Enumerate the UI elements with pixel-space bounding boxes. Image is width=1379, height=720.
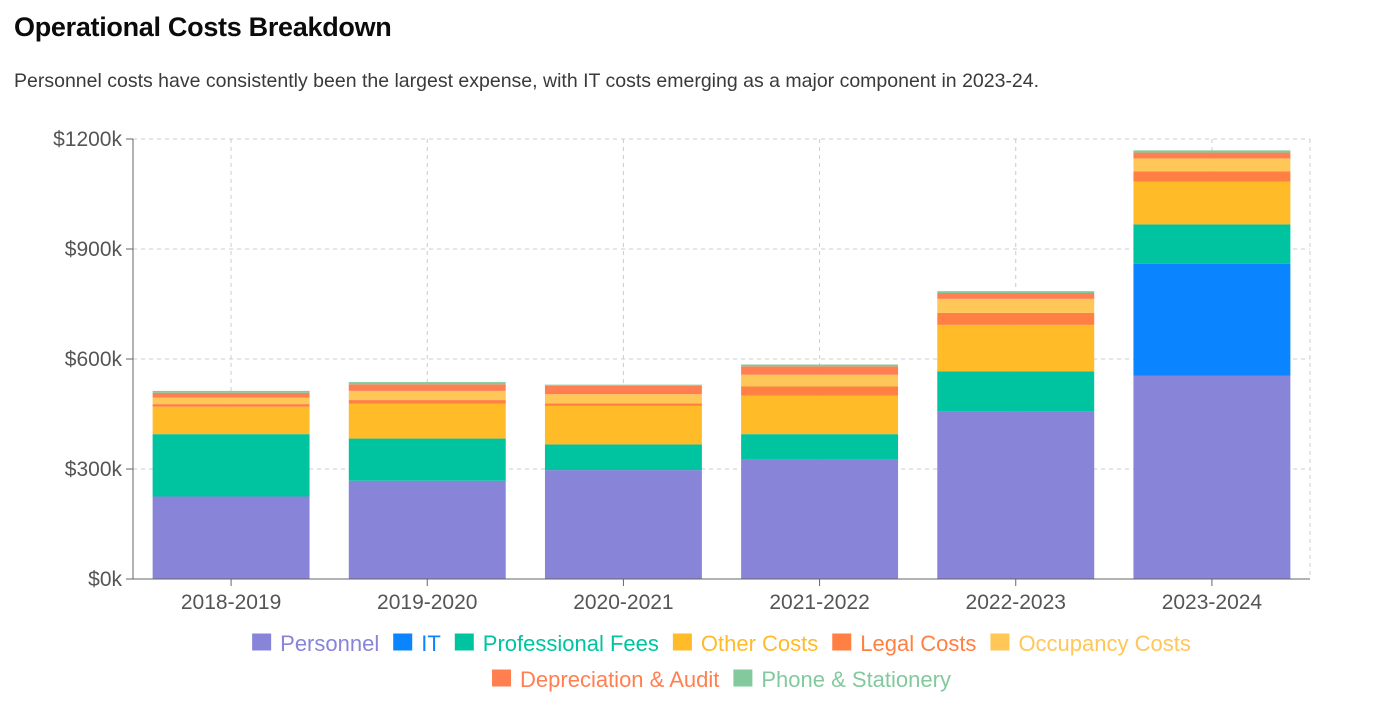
legend-item[interactable]: Personnel: [252, 631, 379, 656]
bar-segment[interactable]: [741, 366, 899, 375]
y-tick-label: $600k: [65, 348, 123, 371]
bar-segment[interactable]: [937, 371, 1095, 412]
bar-segment[interactable]: [1133, 150, 1291, 153]
bar-segment[interactable]: [348, 480, 506, 579]
legend-swatch: [672, 633, 692, 651]
bar-segment[interactable]: [1133, 263, 1291, 376]
legend-label: Personnel: [280, 631, 379, 656]
bar-segment[interactable]: [1133, 375, 1291, 580]
bar-segment[interactable]: [741, 386, 899, 396]
bar-segment[interactable]: [152, 434, 310, 497]
chart-axes: $0k $300k $600k $900k $1200k 2018-2019 2019-20…: [53, 128, 1310, 614]
bar-segment[interactable]: [1133, 158, 1291, 172]
bar-segment[interactable]: [152, 392, 310, 398]
bar-segment[interactable]: [152, 404, 310, 407]
legend-item[interactable]: IT: [393, 631, 441, 656]
bar-segment[interactable]: [741, 434, 899, 460]
bar-segment[interactable]: [348, 400, 506, 404]
bar-segment[interactable]: [937, 411, 1095, 579]
bar-segment[interactable]: [937, 291, 1095, 293]
x-tick-label: 2022-2023: [966, 591, 1066, 614]
x-tick-label: 2023-2024: [1162, 591, 1263, 614]
legend-item[interactable]: Phone & Stationery: [733, 667, 951, 692]
bar-segment[interactable]: [937, 298, 1095, 313]
legend-swatch: [832, 633, 852, 651]
legend-label: Legal Costs: [860, 631, 976, 656]
legend-item[interactable]: Professional Fees: [454, 631, 659, 656]
legend-item[interactable]: Other Costs: [672, 631, 818, 656]
bar-segment[interactable]: [1133, 171, 1291, 182]
legend-swatch: [454, 633, 474, 651]
bar-segment[interactable]: [741, 364, 899, 367]
y-tick-label: $0k: [88, 568, 122, 591]
bar-segment[interactable]: [544, 405, 702, 445]
bar-segment[interactable]: [937, 324, 1095, 372]
legend-item[interactable]: Occupancy Costs: [990, 631, 1191, 656]
legend-swatch: [733, 669, 753, 687]
bar-segment[interactable]: [544, 385, 702, 395]
bar-segment[interactable]: [152, 397, 310, 405]
x-tick-label: 2018-2019: [181, 591, 281, 614]
legend-label: Depreciation & Audit: [520, 667, 719, 692]
legend-swatch: [492, 669, 512, 687]
legend-label: Other Costs: [701, 631, 818, 656]
bar-segment[interactable]: [152, 406, 310, 435]
bar-segment[interactable]: [937, 293, 1095, 299]
chart-legend: Personnel IT Professional Fees Other Costs L…: [252, 631, 1191, 692]
bar-segment[interactable]: [152, 390, 310, 393]
bar-segment[interactable]: [1133, 181, 1291, 225]
bar-segment[interactable]: [937, 312, 1095, 325]
x-tick-label: 2019-2020: [377, 591, 477, 614]
bar-segment[interactable]: [348, 390, 506, 401]
legend-swatch: [252, 633, 272, 651]
bar-segment[interactable]: [348, 384, 506, 391]
legend-item[interactable]: Legal Costs: [832, 631, 976, 656]
bar-segment[interactable]: [544, 444, 702, 471]
bar-segment[interactable]: [741, 459, 899, 579]
legend-swatch: [393, 633, 413, 651]
x-tick-label: 2021-2022: [769, 591, 869, 614]
bar-segment[interactable]: [348, 403, 506, 439]
chart-subtitle: Personnel costs have consistently been t…: [14, 70, 1040, 92]
y-tick-label: $1200k: [53, 128, 122, 151]
bar-segment[interactable]: [544, 394, 702, 404]
bar-segment[interactable]: [1133, 224, 1291, 264]
chart-bars: [152, 150, 1291, 580]
chart-title: Operational Costs Breakdown: [14, 12, 392, 42]
y-tick-label: $300k: [65, 458, 123, 481]
bar-segment[interactable]: [544, 384, 702, 386]
bar-segment[interactable]: [741, 374, 899, 387]
bar-segment[interactable]: [544, 470, 702, 579]
bar-segment[interactable]: [1133, 152, 1291, 159]
x-tick-label: 2020-2021: [573, 591, 673, 614]
legend-label: Phone & Stationery: [761, 667, 951, 692]
bar-segment[interactable]: [152, 496, 310, 580]
y-tick-label: $900k: [65, 238, 123, 261]
legend-label: IT: [421, 631, 441, 656]
legend-label: Occupancy Costs: [1018, 631, 1190, 656]
legend-item[interactable]: Depreciation & Audit: [492, 667, 719, 692]
legend-label: Professional Fees: [483, 631, 659, 656]
bar-segment[interactable]: [348, 438, 506, 481]
bar-segment[interactable]: [741, 395, 899, 435]
bar-segment[interactable]: [544, 403, 702, 406]
legend-swatch: [990, 633, 1010, 651]
bar-segment[interactable]: [348, 382, 506, 385]
